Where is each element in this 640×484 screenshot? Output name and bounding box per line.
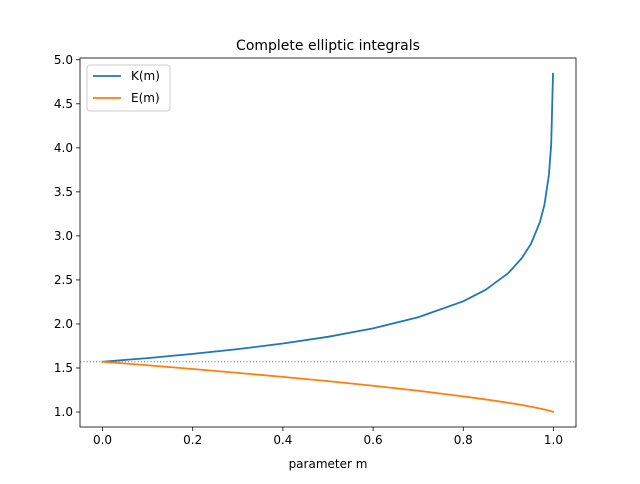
x-tick-label: 0.2: [183, 433, 202, 447]
x-tick-label: 0.4: [273, 433, 292, 447]
y-tick-label: 5.0: [54, 53, 73, 67]
series-line-e: [101, 360, 555, 413]
y-tick-label: 1.5: [54, 361, 73, 375]
y-tick-label: 2.0: [54, 317, 73, 331]
x-tick-label: 0.0: [93, 433, 112, 447]
x-tick-label: 0.8: [454, 433, 473, 447]
legend-label-k: K(m): [131, 69, 160, 83]
chart-title: Complete elliptic integrals: [236, 38, 420, 54]
y-tick-label: 1.0: [54, 405, 73, 419]
y-tick-label: 3.5: [54, 185, 73, 199]
ticks-layer: 0.0 0.2 0.4 0.6 0.8 1.0 1.0 1.5 2.0 2.5 3.0 3.5 4.0 4…: [54, 53, 563, 447]
series-line-k: [101, 72, 554, 363]
x-tick-label: 1.0: [544, 433, 563, 447]
x-tick-label: 0.6: [364, 433, 383, 447]
y-tick-label: 4.0: [54, 141, 73, 155]
x-axis-label: parameter m: [289, 457, 368, 471]
plot-frame: [79, 57, 577, 428]
plot-layer: [80, 72, 576, 413]
legend: K(m) E(m): [86, 64, 171, 112]
y-tick-label: 3.0: [54, 229, 73, 243]
y-tick-label: 2.5: [54, 273, 73, 287]
y-tick-label: 4.5: [54, 97, 73, 111]
legend-label-e: E(m): [131, 91, 160, 105]
